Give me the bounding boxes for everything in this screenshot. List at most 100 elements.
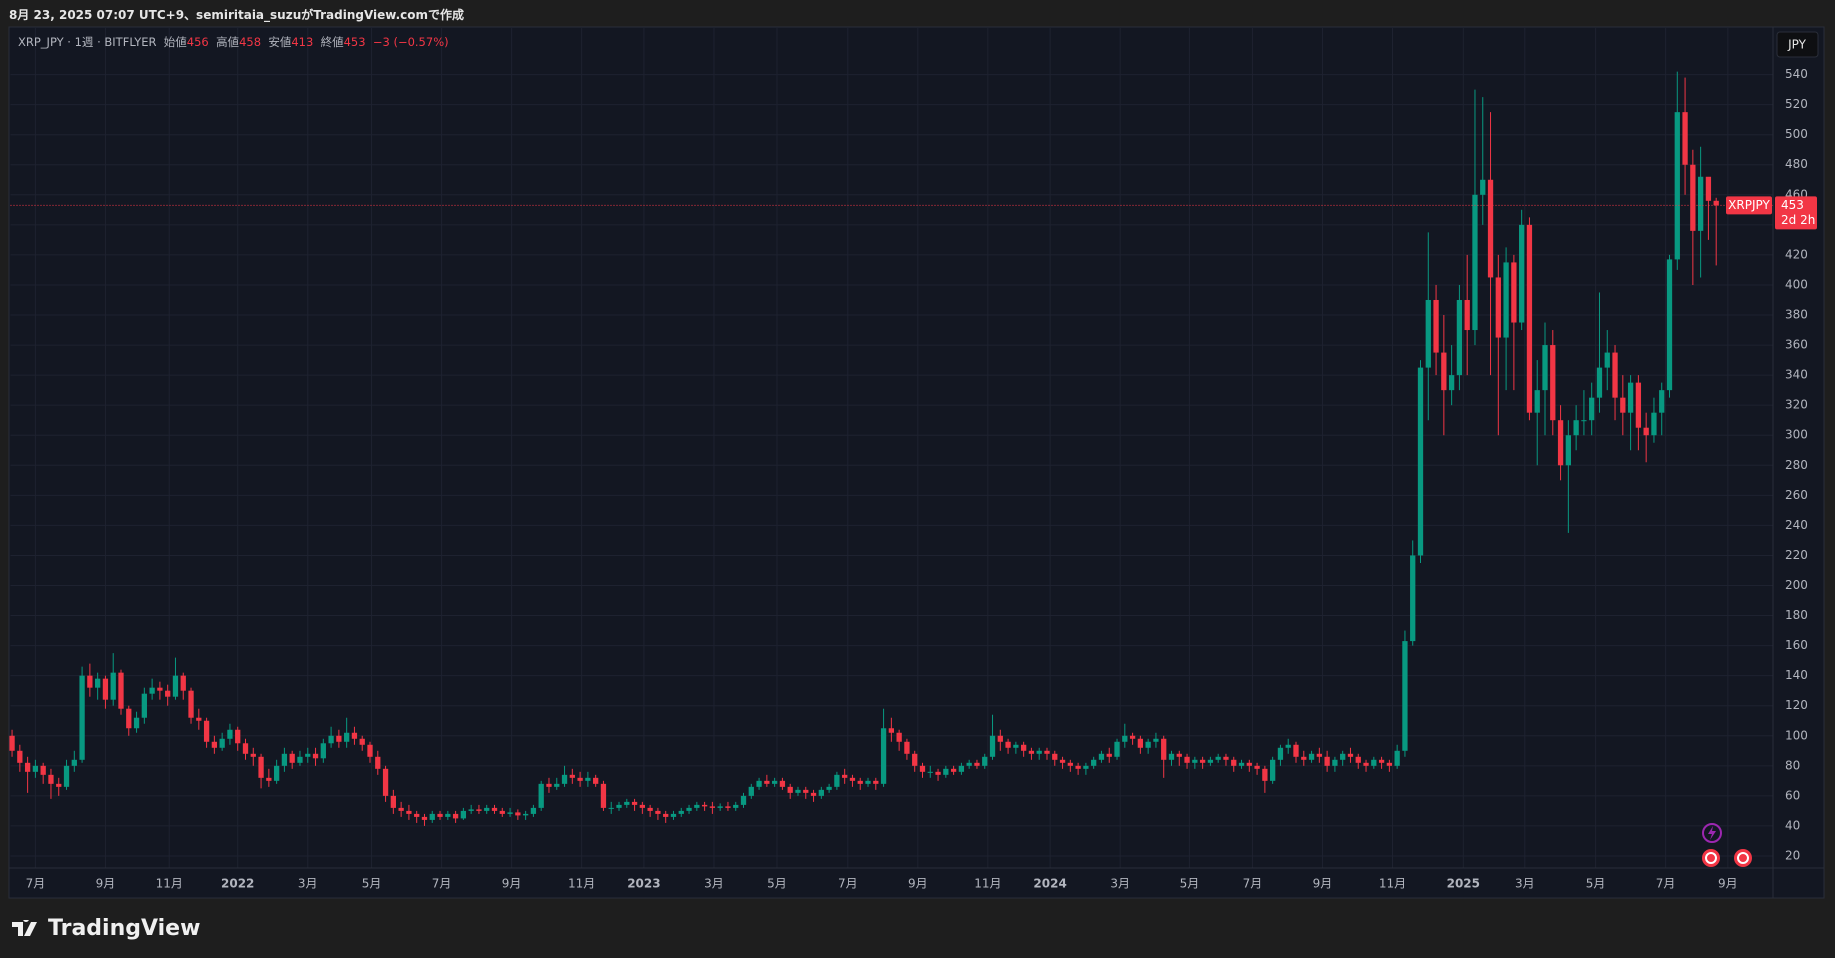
candle-body [1176, 753, 1182, 757]
candle-body [1223, 756, 1229, 760]
candle-body [849, 777, 856, 781]
candle-body [203, 720, 210, 742]
candle-body [1441, 352, 1447, 391]
candle-body [725, 806, 731, 808]
y-tick-label: 400 [1785, 277, 1808, 291]
candle-body [235, 729, 241, 744]
candle-body [1301, 756, 1307, 760]
candle-body [1410, 555, 1416, 642]
candle-body [600, 783, 607, 808]
y-tick-label: 240 [1785, 518, 1808, 532]
high-value: 458 [239, 35, 262, 49]
y-tick-label: 80 [1785, 758, 1800, 772]
candle-body [1145, 741, 1151, 748]
candle-body [196, 717, 202, 721]
candle-body [1550, 345, 1556, 421]
candle-body [1192, 759, 1198, 763]
candle-body [390, 795, 396, 808]
candle-body [1612, 352, 1618, 398]
candle-body [1059, 759, 1066, 763]
candle-body [1036, 750, 1042, 754]
candle-body [165, 690, 171, 697]
candle-body [593, 777, 599, 784]
candle-body [1659, 390, 1665, 413]
candle-body [795, 789, 801, 793]
candle-body [367, 744, 373, 757]
candle-body [771, 780, 778, 784]
candle-body [398, 807, 404, 811]
y-tick-label: 300 [1785, 428, 1808, 442]
y-tick-label: 60 [1785, 788, 1800, 802]
candle-body [460, 810, 467, 819]
candle-body [1682, 112, 1688, 165]
candle-body [1674, 112, 1680, 260]
y-tick-label: 320 [1785, 398, 1808, 412]
candle-body [857, 780, 863, 784]
candle-body [764, 780, 770, 784]
event-icon-ring [1737, 852, 1749, 864]
event-icon[interactable] [1702, 849, 1720, 867]
candle-body [102, 678, 109, 700]
candle-body [515, 812, 521, 816]
candle-body [414, 813, 420, 817]
candle-body [585, 777, 591, 781]
candle-body [647, 807, 653, 811]
currency-button[interactable] [1776, 31, 1819, 58]
candle-body [1106, 753, 1112, 757]
brand-name: TradingView [48, 916, 201, 941]
y-tick-label: 20 [1785, 848, 1800, 862]
candle-body [1487, 179, 1494, 278]
candle-body [880, 728, 887, 784]
candle-body [1519, 224, 1525, 323]
y-tick-label: 540 [1785, 67, 1808, 81]
candle-body [1581, 420, 1587, 422]
candle-body [1098, 753, 1105, 760]
brand-logo [12, 919, 37, 936]
candle-body [1021, 744, 1027, 751]
low-label: 安値 [268, 35, 292, 49]
candle-body [32, 765, 39, 772]
y-tick-label: 120 [1785, 698, 1808, 712]
candle-body [1161, 738, 1167, 760]
candle-body [1456, 299, 1463, 376]
candle-body [157, 687, 163, 691]
candle-body [1635, 382, 1642, 428]
candle-body [149, 687, 155, 694]
candle-body [842, 774, 848, 778]
candle-body [250, 753, 256, 757]
x-tick-label: 9月 [96, 877, 116, 891]
candle-body [958, 765, 965, 772]
candle-body [9, 735, 15, 751]
candle-body [227, 729, 233, 739]
high-label: 高値 [216, 35, 240, 49]
x-tick-label: 11月 [156, 877, 183, 891]
brand: TradingView [12, 916, 200, 941]
x-tick-label: 7月 [838, 877, 858, 891]
candle-body [258, 756, 264, 778]
candle-body [826, 786, 832, 790]
candle-body [1316, 753, 1322, 757]
candle-body [631, 801, 638, 805]
alert-icon[interactable] [1702, 823, 1722, 843]
candle-body [1308, 753, 1315, 760]
price-tag-box [1775, 196, 1817, 230]
candle-body [616, 804, 622, 808]
candle-body [904, 741, 910, 754]
low-value: 413 [291, 35, 314, 49]
candle-body [172, 675, 179, 697]
candle-body [1231, 759, 1237, 766]
candle-body [577, 777, 583, 781]
candle-body [1005, 741, 1011, 748]
candle-body [87, 675, 93, 688]
candle-body [1184, 756, 1190, 763]
open-value: 456 [186, 35, 209, 49]
candle-body [1651, 412, 1657, 436]
event-icon[interactable] [1734, 849, 1752, 867]
candle-body [1293, 744, 1299, 757]
candle-body [1347, 753, 1354, 757]
candle-body [1386, 762, 1393, 766]
candle-body [740, 795, 747, 805]
candle-body [1378, 759, 1385, 763]
candle-body [507, 812, 513, 814]
